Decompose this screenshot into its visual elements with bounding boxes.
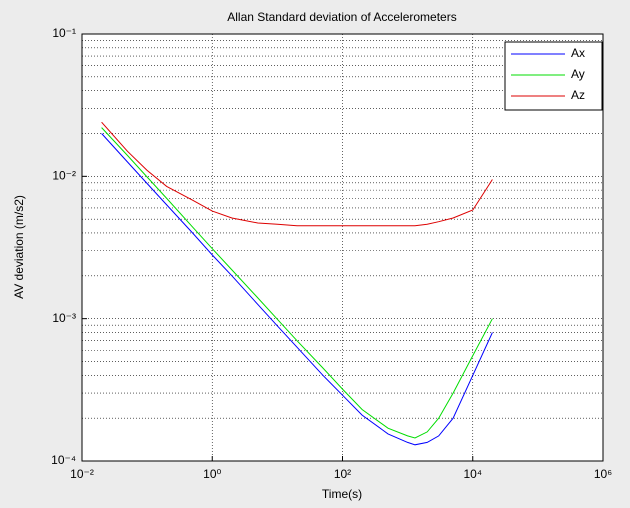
y-tick-label: 10⁻⁴ [51,453,76,467]
y-tick-label: 10⁻³ [52,311,76,325]
plot-frame [81,33,604,462]
x-tick-label: 10⁰ [203,467,221,481]
chart-title: Allan Standard deviation of Acceleromete… [227,10,456,24]
legend-label: Ax [571,46,585,60]
legend-label: Az [571,88,585,102]
series-line [101,127,493,439]
x-tick-label: 10⁻² [70,467,94,481]
legend-box [504,41,603,111]
y-axis-label: AV deviation (m/s2) [12,195,26,299]
y-tick-label: 10⁻¹ [52,26,76,40]
x-tick-label: 10⁶ [594,467,612,481]
series-line [101,121,493,227]
x-axis-label: Time(s) [322,487,362,501]
legend-label: Ay [571,67,585,81]
series-line [101,133,493,446]
y-tick-label: 10⁻² [52,169,76,183]
x-tick-label: 10² [334,467,351,481]
x-tick-label: 10⁴ [463,467,482,481]
